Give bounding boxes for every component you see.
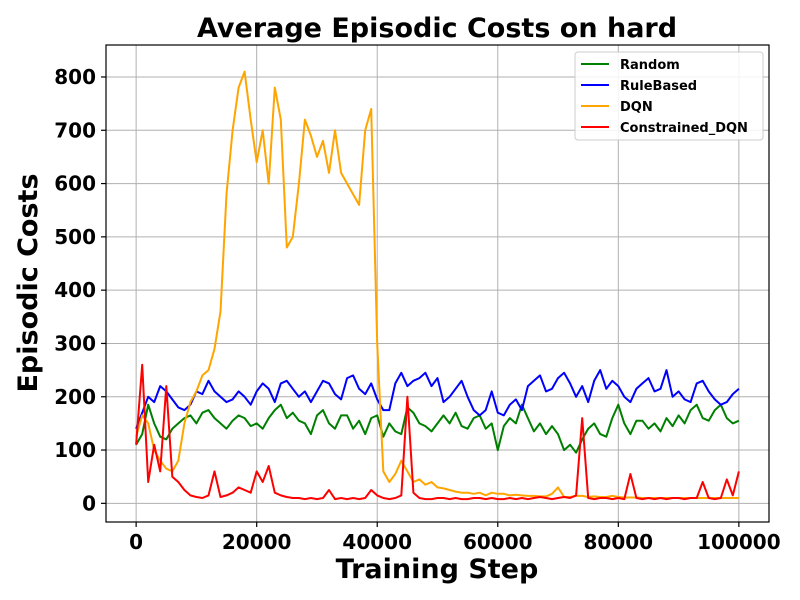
y-tick-label: 0	[82, 491, 96, 515]
y-tick-label: 400	[54, 278, 96, 302]
y-tick-label: 800	[54, 65, 96, 89]
y-axis-ticks: 0 100 200 300 400 500 600 700 800	[54, 65, 106, 515]
series-line-random	[135, 403, 740, 454]
chart-title: Average Episodic Costs on hard	[197, 13, 677, 44]
legend-label: DQN	[620, 100, 653, 115]
y-tick-label: 500	[54, 225, 96, 249]
series-line-rulebased	[135, 369, 740, 430]
y-tick-label: 600	[54, 172, 96, 196]
x-tick-label: 60000	[463, 530, 533, 554]
y-axis-label: Episodic Costs	[13, 173, 44, 392]
x-tick-label: 0	[129, 530, 143, 554]
legend-label: RuleBased	[620, 79, 697, 94]
x-tick-label: 20000	[222, 530, 292, 554]
y-tick-label: 200	[54, 385, 96, 409]
x-axis-ticks: 0 20000 40000 60000 80000 100000	[129, 522, 781, 554]
x-tick-label: 100000	[697, 530, 781, 554]
y-tick-label: 300	[54, 331, 96, 355]
legend-label: Constrained_DQN	[620, 121, 748, 136]
x-axis-label: Training Step	[336, 554, 539, 585]
x-tick-label: 40000	[342, 530, 412, 554]
series-group	[135, 70, 740, 501]
legend-box	[574, 51, 764, 141]
series-line-constrained-dqn	[135, 363, 740, 501]
plot-area-frame	[105, 44, 770, 523]
y-tick-label: 700	[54, 118, 96, 142]
legend-label: Random	[620, 58, 680, 73]
y-tick-label: 100	[54, 438, 96, 462]
x-tick-label: 80000	[584, 530, 654, 554]
legend: Random RuleBased DQN Constrained_DQN	[574, 51, 764, 141]
